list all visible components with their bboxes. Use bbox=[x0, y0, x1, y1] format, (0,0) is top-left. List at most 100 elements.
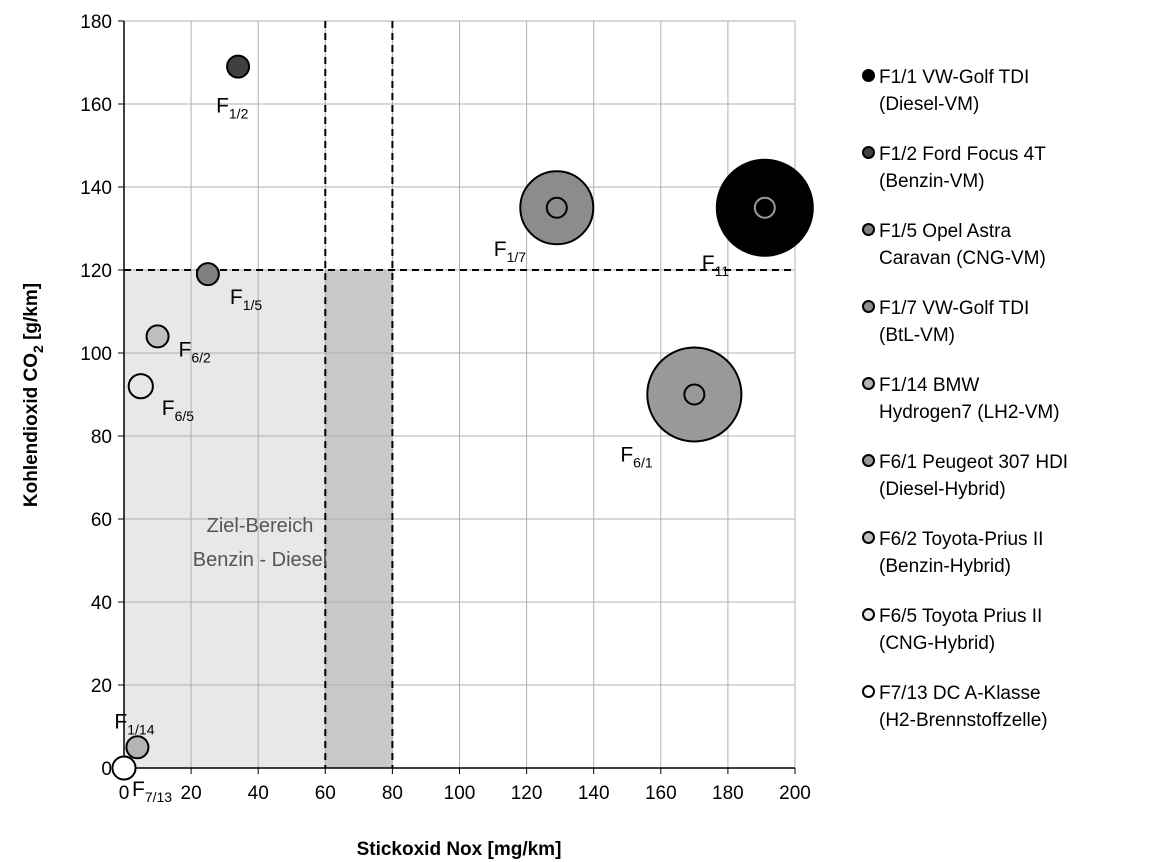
data-point-1-14 bbox=[125, 735, 150, 760]
legend-text: F7/13 DC A-Klasse (H2-Brennstoffzelle) bbox=[879, 680, 1048, 734]
x-tick-label-20: 20 bbox=[181, 783, 202, 804]
x-tick-label-80: 80 bbox=[382, 783, 403, 804]
data-point-1-2 bbox=[226, 54, 251, 79]
legend-item: F1/5 Opel Astra Caravan (CNG-VM) bbox=[862, 218, 1162, 295]
x-tick-label-40: 40 bbox=[248, 783, 269, 804]
data-point-1-7 bbox=[519, 170, 595, 246]
threshold-lines-group bbox=[124, 21, 795, 768]
legend-swatch bbox=[862, 377, 875, 390]
data-point-11 bbox=[715, 158, 814, 257]
y-tick-label-0: 0 bbox=[101, 759, 112, 780]
y-tick-label-160: 160 bbox=[80, 95, 112, 116]
legend-text: F6/2 Toyota-Prius II (Benzin-Hybrid) bbox=[879, 526, 1043, 580]
point-label-6-1: F6/1 bbox=[620, 444, 653, 471]
legend-line1: F7/13 DC A-Klasse bbox=[879, 683, 1041, 704]
data-point-6-5 bbox=[127, 373, 154, 400]
y-tick-label-80: 80 bbox=[91, 427, 112, 448]
legend-text: F6/1 Peugeot 307 HDI (Diesel-Hybrid) bbox=[879, 449, 1068, 503]
legend-line2: (Diesel-VM) bbox=[879, 94, 980, 115]
legend-line2: (Diesel-Hybrid) bbox=[879, 479, 1006, 500]
legend-item: F1/7 VW-Golf TDI (BtL-VM) bbox=[862, 295, 1162, 372]
legend-line1: F6/2 Toyota-Prius II bbox=[879, 529, 1044, 550]
legend-line1: F1/2 Ford Focus 4T bbox=[879, 144, 1046, 165]
legend-item: F6/5 Toyota Prius II (CNG-Hybrid) bbox=[862, 603, 1162, 680]
y-axis-title-main: Kohlendioxid CO bbox=[21, 353, 42, 507]
point-label-1-5: F1/5 bbox=[230, 286, 263, 313]
x-tick-label-0: 0 bbox=[119, 783, 130, 804]
legend-text: F1/5 Opel Astra Caravan (CNG-VM) bbox=[879, 218, 1046, 272]
legend-line1: F6/1 Peugeot 307 HDI bbox=[879, 452, 1069, 473]
point-label-6-5: F6/5 bbox=[162, 397, 195, 424]
point-label-11: F11 bbox=[702, 252, 730, 279]
legend-item: F6/1 Peugeot 307 HDI (Diesel-Hybrid) bbox=[862, 449, 1162, 526]
legend-swatch bbox=[862, 300, 875, 313]
legend-text: F1/2 Ford Focus 4T (Benzin-VM) bbox=[879, 141, 1046, 195]
y-axis-title-unit: [g/km] bbox=[21, 283, 42, 345]
legend-item: F1/2 Ford Focus 4T (Benzin-VM) bbox=[862, 141, 1162, 218]
legend-item: F1/14 BMW Hydrogen7 (LH2-VM) bbox=[862, 372, 1162, 449]
legend-line1: F6/5 Toyota Prius II bbox=[879, 606, 1043, 627]
x-tick-label-140: 140 bbox=[578, 783, 610, 804]
legend-line1: F1/5 Opel Astra bbox=[879, 221, 1012, 242]
legend-line2: (H2-Brennstoffzelle) bbox=[879, 710, 1048, 731]
point-label-7-13: F7/13 bbox=[132, 778, 172, 805]
x-tick-label-60: 60 bbox=[315, 783, 336, 804]
y-tick-label-140: 140 bbox=[80, 178, 112, 199]
tick-labels-group: 0 20 40 60 80 100 120 140 160 180 0 20 40 60 80 100 120 1… bbox=[80, 12, 811, 804]
legend-swatch bbox=[862, 223, 875, 236]
x-tick-label-160: 160 bbox=[645, 783, 677, 804]
legend-swatch bbox=[862, 454, 875, 467]
legend-item: F1/1 VW-Golf TDI (Diesel-VM) bbox=[862, 64, 1162, 141]
data-point-ring-11 bbox=[753, 196, 776, 219]
point-label-6-2: F6/2 bbox=[179, 338, 212, 365]
legend-line2: (CNG-Hybrid) bbox=[879, 633, 996, 654]
y-tick-label-20: 20 bbox=[91, 676, 112, 697]
x-tick-label-180: 180 bbox=[712, 783, 744, 804]
legend-line2: Hydrogen7 (LH2-VM) bbox=[879, 402, 1060, 423]
legend-text: F6/5 Toyota Prius II (CNG-Hybrid) bbox=[879, 603, 1042, 657]
legend-text: F1/7 VW-Golf TDI (BtL-VM) bbox=[879, 295, 1029, 349]
point-label-1-2: F1/2 bbox=[216, 95, 249, 122]
y-tick-label-120: 120 bbox=[80, 261, 112, 282]
legend-text: F1/14 BMW Hydrogen7 (LH2-VM) bbox=[879, 372, 1060, 426]
point-label-1-14: F1/14 bbox=[114, 710, 154, 737]
legend-line2: (Benzin-VM) bbox=[879, 171, 985, 192]
legend-line1: F1/14 BMW bbox=[879, 375, 980, 396]
y-axis-title-subscript: 2 bbox=[30, 345, 46, 353]
y-axis-title: Kohlendioxid CO2 [g/km] bbox=[21, 283, 46, 507]
y-tick-label-40: 40 bbox=[91, 593, 112, 614]
y-tick-label-180: 180 bbox=[80, 12, 112, 33]
region-label-line1: Ziel-Bereich bbox=[207, 515, 314, 537]
data-points-group bbox=[111, 54, 814, 781]
point-label-1-7: F1/7 bbox=[494, 238, 527, 265]
x-axis-title: Stickoxid Nox [mg/km] bbox=[357, 839, 562, 860]
legend-swatch bbox=[862, 531, 875, 544]
legend: F1/1 VW-Golf TDI (Diesel-VM) F1/2 Ford Foc… bbox=[862, 64, 1162, 757]
legend-line2: (Benzin-Hybrid) bbox=[879, 556, 1011, 577]
point-labels-group: F11 F1/2 F1/5 F1/7 F1/14 F6/1 F6/2 F6/5 F7/13 bbox=[114, 95, 729, 805]
data-point-6-2 bbox=[145, 324, 170, 349]
data-point-6-1 bbox=[646, 346, 743, 443]
legend-item: F7/13 DC A-Klasse (H2-Brennstoffzelle) bbox=[862, 680, 1162, 757]
x-tick-label-100: 100 bbox=[444, 783, 476, 804]
legend-line2: Caravan (CNG-VM) bbox=[879, 248, 1046, 269]
legend-item: F6/2 Toyota-Prius II (Benzin-Hybrid) bbox=[862, 526, 1162, 603]
y-tick-label-60: 60 bbox=[91, 510, 112, 531]
legend-swatch bbox=[862, 608, 875, 621]
x-tick-label-200: 200 bbox=[779, 783, 811, 804]
data-point-ring-1-7 bbox=[545, 196, 568, 219]
data-point-ring-6-1 bbox=[683, 383, 706, 406]
region-label-line2: Benzin - Diesel bbox=[193, 549, 328, 571]
y-tick-label-100: 100 bbox=[80, 344, 112, 365]
legend-swatch bbox=[862, 146, 875, 159]
legend-text: F1/1 VW-Golf TDI (Diesel-VM) bbox=[879, 64, 1029, 118]
legend-swatch bbox=[862, 685, 875, 698]
data-point-7-13 bbox=[111, 755, 137, 781]
data-point-1-5 bbox=[195, 262, 220, 287]
legend-line2: (BtL-VM) bbox=[879, 325, 955, 346]
x-tick-label-120: 120 bbox=[511, 783, 543, 804]
legend-swatch bbox=[862, 69, 875, 82]
legend-line1: F1/7 VW-Golf TDI bbox=[879, 298, 1030, 319]
legend-line1: F1/1 VW-Golf TDI bbox=[879, 67, 1030, 88]
